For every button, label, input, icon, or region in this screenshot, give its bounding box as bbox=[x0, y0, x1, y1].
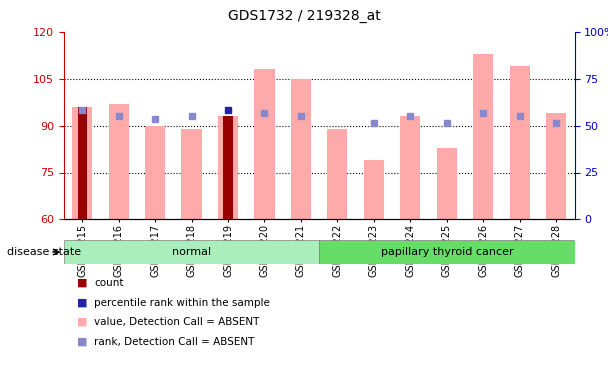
Text: value, Detection Call = ABSENT: value, Detection Call = ABSENT bbox=[94, 317, 260, 327]
Bar bbox=[319, 240, 575, 264]
Bar bbox=[400, 116, 420, 219]
Text: disease state: disease state bbox=[7, 247, 81, 257]
Text: ■: ■ bbox=[77, 337, 88, 346]
Text: ■: ■ bbox=[77, 317, 88, 327]
Bar bbox=[437, 147, 457, 219]
Bar bbox=[145, 126, 165, 219]
Bar bbox=[223, 116, 232, 219]
Bar bbox=[327, 129, 347, 219]
Bar bbox=[108, 104, 128, 219]
Text: percentile rank within the sample: percentile rank within the sample bbox=[94, 298, 270, 307]
Text: rank, Detection Call = ABSENT: rank, Detection Call = ABSENT bbox=[94, 337, 255, 346]
Bar bbox=[72, 107, 92, 219]
Text: GDS1732 / 219328_at: GDS1732 / 219328_at bbox=[227, 9, 381, 23]
Text: ■: ■ bbox=[77, 298, 88, 307]
Bar bbox=[77, 107, 86, 219]
Text: papillary thyroid cancer: papillary thyroid cancer bbox=[381, 247, 513, 257]
Text: normal: normal bbox=[172, 247, 211, 257]
Bar bbox=[291, 79, 311, 219]
Bar bbox=[510, 66, 530, 219]
Bar bbox=[364, 160, 384, 219]
Bar bbox=[181, 129, 202, 219]
Text: ■: ■ bbox=[77, 278, 88, 288]
Bar bbox=[254, 69, 274, 219]
Text: count: count bbox=[94, 278, 124, 288]
Bar bbox=[546, 113, 567, 219]
Bar bbox=[473, 54, 493, 219]
Bar bbox=[218, 116, 238, 219]
Bar bbox=[64, 240, 319, 264]
